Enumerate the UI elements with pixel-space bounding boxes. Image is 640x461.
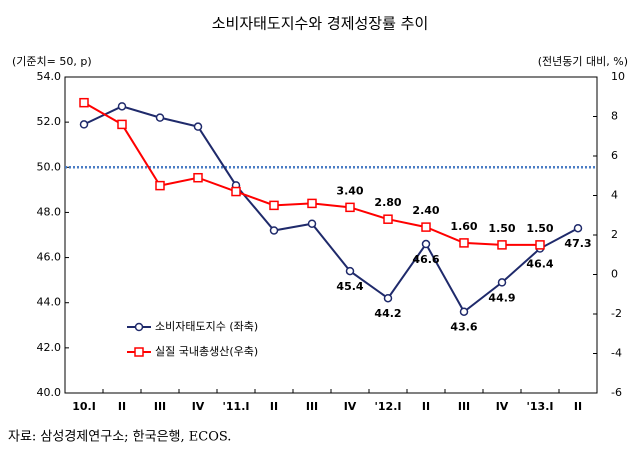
series-line (83, 105, 579, 314)
x-tick-label: '11.I (223, 400, 250, 413)
legend-marker (134, 347, 144, 357)
legend-marker (134, 322, 144, 332)
marker (269, 226, 279, 235)
data-label: 2.40 (412, 204, 439, 217)
marker (421, 239, 431, 249)
y-tick-label: 42.0 (37, 341, 62, 354)
x-tick-label: IV (344, 400, 357, 413)
data-label: 46.6 (412, 253, 439, 266)
data-label: 1.50 (488, 222, 515, 235)
marker (79, 120, 89, 129)
chart-title: 소비자태도지수와 경제성장률 추이 (212, 15, 429, 33)
y2-tick-label: -2 (611, 307, 622, 320)
data-label: 44.9 (488, 291, 515, 304)
y-tick-label: 40.0 (37, 386, 62, 399)
y2-tick-label: -6 (611, 386, 622, 399)
data-label: 1.60 (450, 220, 477, 233)
y2-tick-label: 6 (611, 149, 618, 162)
marker (573, 223, 583, 233)
x-tick-label: IV (192, 400, 205, 413)
source-note: 자료: 삼성경제연구소; 한국은행, ECOS. (8, 429, 231, 445)
x-tick-label: III (306, 400, 318, 413)
marker (117, 119, 127, 130)
marker (193, 172, 203, 183)
marker (155, 113, 165, 122)
data-label: 3.40 (336, 184, 363, 197)
marker (155, 180, 165, 191)
marker (117, 102, 127, 111)
y2-tick-label: -4 (611, 347, 622, 360)
data-label: 46.4 (526, 258, 553, 271)
y-tick-label: 50.0 (37, 160, 62, 173)
data-label: 1.50 (526, 222, 553, 235)
marker (345, 202, 355, 213)
plot-frame (64, 76, 598, 394)
legend-label: 소비자태도지수 (좌축) (155, 320, 258, 333)
y-axis-label: (기준치= 50, p) (12, 55, 92, 68)
marker (307, 219, 317, 228)
marker (497, 278, 507, 287)
marker (79, 97, 89, 108)
marker (459, 238, 469, 248)
x-tick-label: II (422, 400, 430, 413)
marker (459, 307, 469, 316)
y2-tick-label: 0 (611, 268, 618, 281)
marker (421, 222, 431, 232)
y2-tick-label: 2 (611, 228, 618, 241)
data-label: 43.6 (450, 321, 477, 334)
marker (193, 122, 203, 131)
data-label: 45.4 (336, 280, 363, 293)
x-tick-label: II (270, 400, 278, 413)
data-label: 2.80 (374, 196, 401, 209)
y2-tick-label: 4 (611, 189, 618, 202)
data-label: 44.2 (374, 307, 401, 320)
marker (535, 240, 545, 250)
marker (383, 293, 393, 303)
legend-label: 실질 국내총생산(우축) (155, 345, 258, 358)
y-tick-label: 48.0 (37, 205, 62, 218)
y-tick-label: 52.0 (37, 115, 62, 128)
y2-tick-label: 10 (611, 70, 625, 83)
marker (345, 266, 355, 276)
y2-axis-label: (전년동기 대비, %) (538, 55, 628, 68)
marker (231, 186, 241, 197)
marker (383, 214, 393, 224)
x-tick-label: III (154, 400, 166, 413)
x-tick-label: III (458, 400, 470, 413)
marker (497, 240, 507, 250)
marker (307, 198, 317, 209)
x-tick-label: II (118, 400, 126, 413)
y-tick-label: 44.0 (37, 296, 62, 309)
y-tick-label: 46.0 (37, 251, 62, 264)
x-tick-label: II (574, 400, 582, 413)
x-tick-label: '12.I (375, 400, 402, 413)
marker (269, 200, 279, 211)
x-tick-label: '13.I (527, 400, 554, 413)
y2-tick-label: 8 (611, 110, 618, 123)
x-tick-label: IV (496, 400, 509, 413)
x-tick-label: 10.I (72, 400, 96, 413)
data-label: 47.3 (564, 237, 591, 250)
y-tick-label: 54.0 (37, 70, 62, 83)
